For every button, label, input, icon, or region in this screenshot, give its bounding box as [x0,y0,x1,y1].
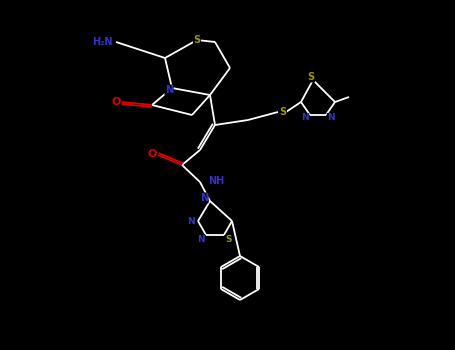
Text: S: S [226,234,232,244]
Text: N: N [301,113,309,122]
Text: N: N [200,193,208,203]
Text: S: S [279,107,287,117]
Text: O: O [111,97,121,107]
Text: S: S [308,72,314,82]
Text: N: N [187,217,195,226]
Text: N: N [327,113,335,122]
Text: NH: NH [208,176,224,186]
Text: O: O [147,149,157,159]
Text: H₂N: H₂N [92,37,113,47]
Text: N: N [165,85,173,95]
Text: N: N [197,234,205,244]
Text: S: S [193,35,201,45]
